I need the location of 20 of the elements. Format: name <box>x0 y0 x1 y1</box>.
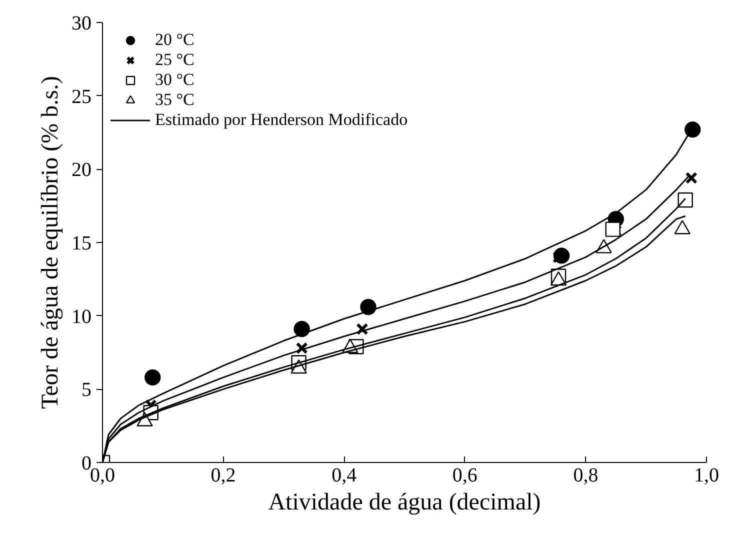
x-tick-label: 0,6 <box>452 464 478 486</box>
y-tick-label: 15 <box>72 232 92 254</box>
x-tick-label: 0,2 <box>210 464 236 486</box>
y-tick-label: 0 <box>82 452 92 474</box>
x-tick-label: 1,0 <box>694 464 719 486</box>
y-tick-label: 10 <box>72 306 92 328</box>
y-axis-title: Teor de água de equilíbrio (% b.s.) <box>38 76 64 409</box>
x-tick-label: 0,8 <box>573 464 598 486</box>
legend-label: 35 °C <box>155 90 194 110</box>
legend-label: 20 °C <box>155 30 194 50</box>
legend-label: 25 °C <box>155 50 194 70</box>
y-tick-label: 20 <box>72 159 92 182</box>
y-tick-label: 25 <box>72 86 92 108</box>
legend-label: 30 °C <box>155 70 194 90</box>
legend-label: Estimado por Henderson Modificado <box>155 110 408 130</box>
x-axis-title: Atividade de água (decimal) <box>268 490 541 516</box>
y-tick-label: 5 <box>82 379 92 402</box>
x-tick-label: 0,0 <box>90 464 115 486</box>
x-tick-label: 0,4 <box>332 464 357 486</box>
y-tick-label: 30 <box>72 12 92 34</box>
